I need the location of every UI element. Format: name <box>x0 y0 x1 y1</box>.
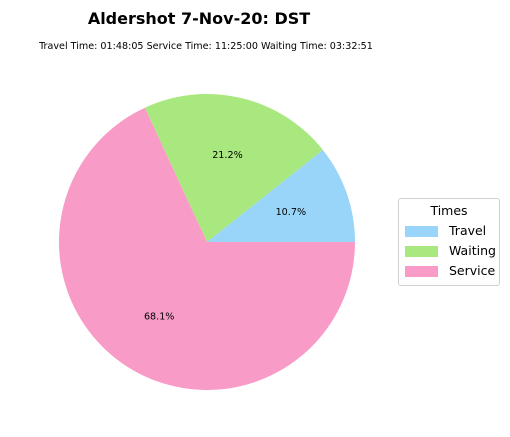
legend-swatch-waiting <box>405 246 438 257</box>
slice-label-waiting: 21.2% <box>212 150 242 161</box>
pie-slice-service <box>59 107 356 390</box>
slice-label-service: 68.1% <box>144 311 174 322</box>
slice-label-travel: 10.7% <box>276 207 306 218</box>
pie-slice-waiting <box>144 94 323 242</box>
legend-title: Times <box>430 203 468 218</box>
legend-label-travel: Travel <box>449 223 487 238</box>
legend-entry-travel: Travel <box>405 223 497 240</box>
legend-label-service: Service <box>449 263 496 278</box>
legend-entry-waiting: Waiting <box>405 243 497 260</box>
legend-entry-service: Service <box>405 263 497 280</box>
chart-subtitle: Travel Time: 01:48:05 Service Time: 11:2… <box>39 41 373 52</box>
chart-title: Aldershot 7-Nov-20: DST <box>87 9 311 28</box>
legend-swatch-service <box>405 266 438 277</box>
legend: Times Travel Waiting Service <box>398 198 500 286</box>
pie-slice-travel <box>207 149 355 242</box>
legend-label-waiting: Waiting <box>449 243 496 258</box>
pie-chart: 10.7% 21.2% 68.1% <box>59 94 356 390</box>
legend-swatch-travel <box>405 226 438 237</box>
